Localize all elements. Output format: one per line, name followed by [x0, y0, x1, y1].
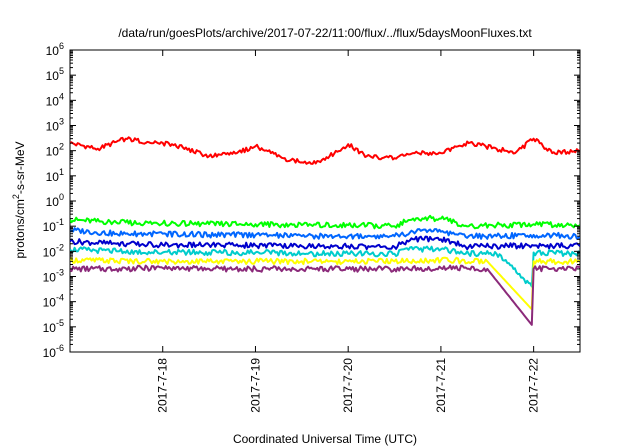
series-line-7 [70, 264, 580, 326]
plot-area [69, 49, 581, 353]
y-axis-label-part-2: -s-sr-MeV [13, 141, 27, 194]
y-tick-label: 10-6 [43, 343, 64, 360]
y-tick-label: 103 [46, 117, 64, 134]
y-axis-label-superscript: 2 [11, 194, 21, 199]
y-tick-label: 10-4 [43, 293, 64, 310]
y-tick-label: 105 [46, 66, 64, 83]
y-axis: 10-6 10-5 10-4 10-3 10-2 10-1 100 101 102 103 104 1… [43, 41, 580, 360]
series-line-4 [70, 235, 580, 251]
x-axis: 2017-7-18 2017-7-19 2017-7-20 2017-7-21 2017… [156, 50, 541, 413]
x-tick-label: 2017-7-20 [341, 358, 355, 413]
y-tick-label: 100 [46, 192, 64, 209]
series-line-3 [70, 227, 580, 240]
x-tick-label: 2017-7-21 [434, 358, 448, 413]
series-line-6 [70, 256, 580, 311]
chart-title: /data/run/goesPlots/archive/2017-07-22/1… [118, 26, 532, 40]
y-tick-label: 104 [46, 91, 64, 108]
y-tick-label: 101 [46, 167, 64, 184]
x-axis-label: Coordinated Universal Time (UTC) [233, 432, 417, 446]
series-line-5 [70, 245, 580, 288]
y-tick-label: 10-3 [43, 268, 64, 285]
x-tick-label: 2017-7-19 [248, 358, 262, 413]
y-tick-label: 10-2 [43, 242, 64, 259]
y-tick-label: 10-1 [43, 217, 64, 234]
series-line-2 [70, 214, 580, 230]
x-tick-label: 2017-7-22 [527, 358, 541, 413]
x-tick-label: 2017-7-18 [156, 358, 170, 413]
series-line-1 [70, 136, 580, 165]
y-tick-label: 102 [46, 142, 64, 159]
y-tick-label: 106 [46, 41, 64, 58]
y-axis-label-part-1: protons/cm [13, 199, 27, 258]
y-axis-label: protons/cm2-s-sr-MeV [11, 141, 27, 258]
plot-frame [69, 49, 581, 353]
y-tick-label: 10-5 [43, 318, 64, 335]
